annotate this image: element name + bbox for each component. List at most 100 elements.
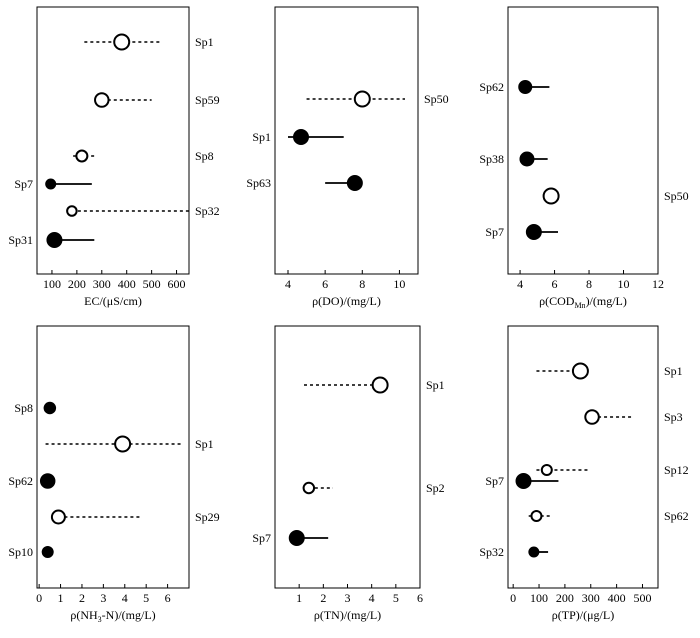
species-label: Sp8 xyxy=(195,149,214,163)
species-sp29-marker-group: Sp29 xyxy=(50,509,220,525)
species-sp62-marker-group: Sp62 xyxy=(479,80,550,94)
panel-1: 100 200 300 400 500 600 EC/(μS/cm) Sp1 Sp59 Sp8 Sp… xyxy=(8,6,220,308)
plot-frame xyxy=(274,325,421,589)
x-tick-label: 10 xyxy=(618,277,630,291)
x-tick-label: 12 xyxy=(652,277,664,291)
open-marker xyxy=(113,33,131,51)
open-marker xyxy=(75,149,89,163)
x-tick-label: 5 xyxy=(393,591,399,605)
species-sp1-marker-group: Sp1 xyxy=(304,376,445,394)
filled-marker xyxy=(346,175,363,191)
filled-marker xyxy=(518,80,533,94)
filled-marker xyxy=(288,530,305,546)
species-label: Sp7 xyxy=(485,225,504,239)
x-tick-label: 3 xyxy=(100,591,106,605)
x-tick-label: 3 xyxy=(345,591,351,605)
filled-marker xyxy=(43,401,57,415)
species-sp3-marker-group: Sp3 xyxy=(584,409,683,425)
open-marker xyxy=(66,205,78,217)
x-tick-label: 4 xyxy=(122,591,128,605)
open-marker xyxy=(584,409,600,425)
species-sp1-marker-group: Sp1 xyxy=(252,129,344,145)
species-sp7-marker-group: Sp7 xyxy=(14,177,92,191)
species-sp8-marker-group: Sp8 xyxy=(73,149,214,163)
x-tick-label: 200 xyxy=(556,591,574,605)
filled-marker xyxy=(39,473,56,489)
x-axis-title: ρ(NH3-N)/(mg/L) xyxy=(70,608,155,624)
x-tick-label: 400 xyxy=(608,591,626,605)
x-tick-label: 200 xyxy=(68,277,86,291)
panel-6: 0 100 200 300 400 500 ρ(TP)/(μg/L) Sp1 Sp3 Sp12 Sp… xyxy=(479,325,689,622)
open-marker xyxy=(353,90,371,108)
species-label: Sp29 xyxy=(195,510,220,524)
x-tick-label: 600 xyxy=(168,277,186,291)
species-sp10-marker-group: Sp10 xyxy=(8,545,54,559)
open-marker xyxy=(114,435,132,453)
x-tick-label: 100 xyxy=(43,277,61,291)
species-sp38-marker-group: Sp38 xyxy=(479,151,548,167)
species-label: Sp1 xyxy=(195,35,214,49)
species-label: Sp7 xyxy=(252,531,271,545)
x-tick-label: 300 xyxy=(582,591,600,605)
species-sp12-marker-group: Sp12 xyxy=(536,463,689,477)
open-marker xyxy=(571,362,589,380)
x-tick-label: 8 xyxy=(586,277,592,291)
species-sp32-marker-group: Sp32 xyxy=(66,204,220,218)
x-tick-label: 5 xyxy=(143,591,149,605)
panel-5: 1 2 3 4 5 6 ρ(TN)/(mg/L) Sp1 Sp2 Sp7 xyxy=(252,325,445,622)
x-tick-label: 300 xyxy=(93,277,111,291)
species-label: Sp62 xyxy=(664,509,689,523)
filled-marker xyxy=(45,178,57,190)
species-label: Sp62 xyxy=(479,80,504,94)
species-label: Sp32 xyxy=(195,204,220,218)
plot-frame xyxy=(507,325,659,589)
x-tick-label: 4 xyxy=(285,277,291,291)
panel-4: 0 1 2 3 4 5 6 ρ(NH3-N)/(mg/L) Sp8 Sp1 Sp62 Sp29 Sp10 xyxy=(8,325,220,624)
x-tick-label: 400 xyxy=(118,277,136,291)
x-axis-title: ρ(TP)/(μg/L) xyxy=(552,608,614,622)
open-marker xyxy=(371,376,389,394)
x-tick-label: 8 xyxy=(359,277,365,291)
species-label: Sp8 xyxy=(14,401,33,415)
species-label: Sp63 xyxy=(246,176,271,190)
species-label: Sp1 xyxy=(252,130,271,144)
x-axis-title: ρ(DO)/(mg/L) xyxy=(312,294,381,308)
species-label: Sp7 xyxy=(14,177,33,191)
x-tick-label: 1 xyxy=(58,591,64,605)
x-tick-label: 6 xyxy=(417,591,423,605)
filled-marker xyxy=(515,473,532,489)
species-label: Sp31 xyxy=(8,233,33,247)
plot-frame xyxy=(274,6,419,275)
species-label: Sp1 xyxy=(195,437,214,451)
species-label: Sp7 xyxy=(485,474,504,488)
open-marker xyxy=(542,187,560,205)
open-marker xyxy=(50,509,66,525)
open-marker xyxy=(94,92,110,108)
x-tick-label: 4 xyxy=(517,277,523,291)
x-tick-label: 0 xyxy=(36,591,42,605)
plot-frame xyxy=(507,6,659,275)
panel-3: 4 6 8 10 12 ρ(CODMn)/(mg/L) Sp62 Sp38 Sp50 Sp7 xyxy=(479,6,689,310)
species-label: Sp1 xyxy=(426,378,445,392)
species-sp8-marker-group: Sp8 xyxy=(14,401,57,415)
species-label: Sp10 xyxy=(8,545,33,559)
open-marker xyxy=(530,510,543,522)
species-label: Sp1 xyxy=(664,364,683,378)
species-sp31-marker-group: Sp31 xyxy=(8,232,95,248)
species-sp1-marker-group: Sp1 xyxy=(45,435,214,453)
x-tick-label: 2 xyxy=(79,591,85,605)
filled-marker xyxy=(519,151,535,167)
x-axis-title: EC/(μS/cm) xyxy=(84,294,142,308)
species-sp32-marker-group: Sp32 xyxy=(479,545,549,559)
species-label: Sp50 xyxy=(664,189,689,203)
plot-frame xyxy=(36,325,190,589)
x-axis-title: ρ(TN)/(mg/L) xyxy=(314,608,381,622)
species-label: Sp62 xyxy=(8,474,33,488)
x-tick-label: 4 xyxy=(369,591,375,605)
open-marker xyxy=(540,464,553,476)
x-tick-label: 10 xyxy=(393,277,405,291)
species-label: Sp32 xyxy=(479,545,504,559)
species-sp7-marker-group: Sp7 xyxy=(252,530,329,546)
x-tick-label: 100 xyxy=(530,591,548,605)
